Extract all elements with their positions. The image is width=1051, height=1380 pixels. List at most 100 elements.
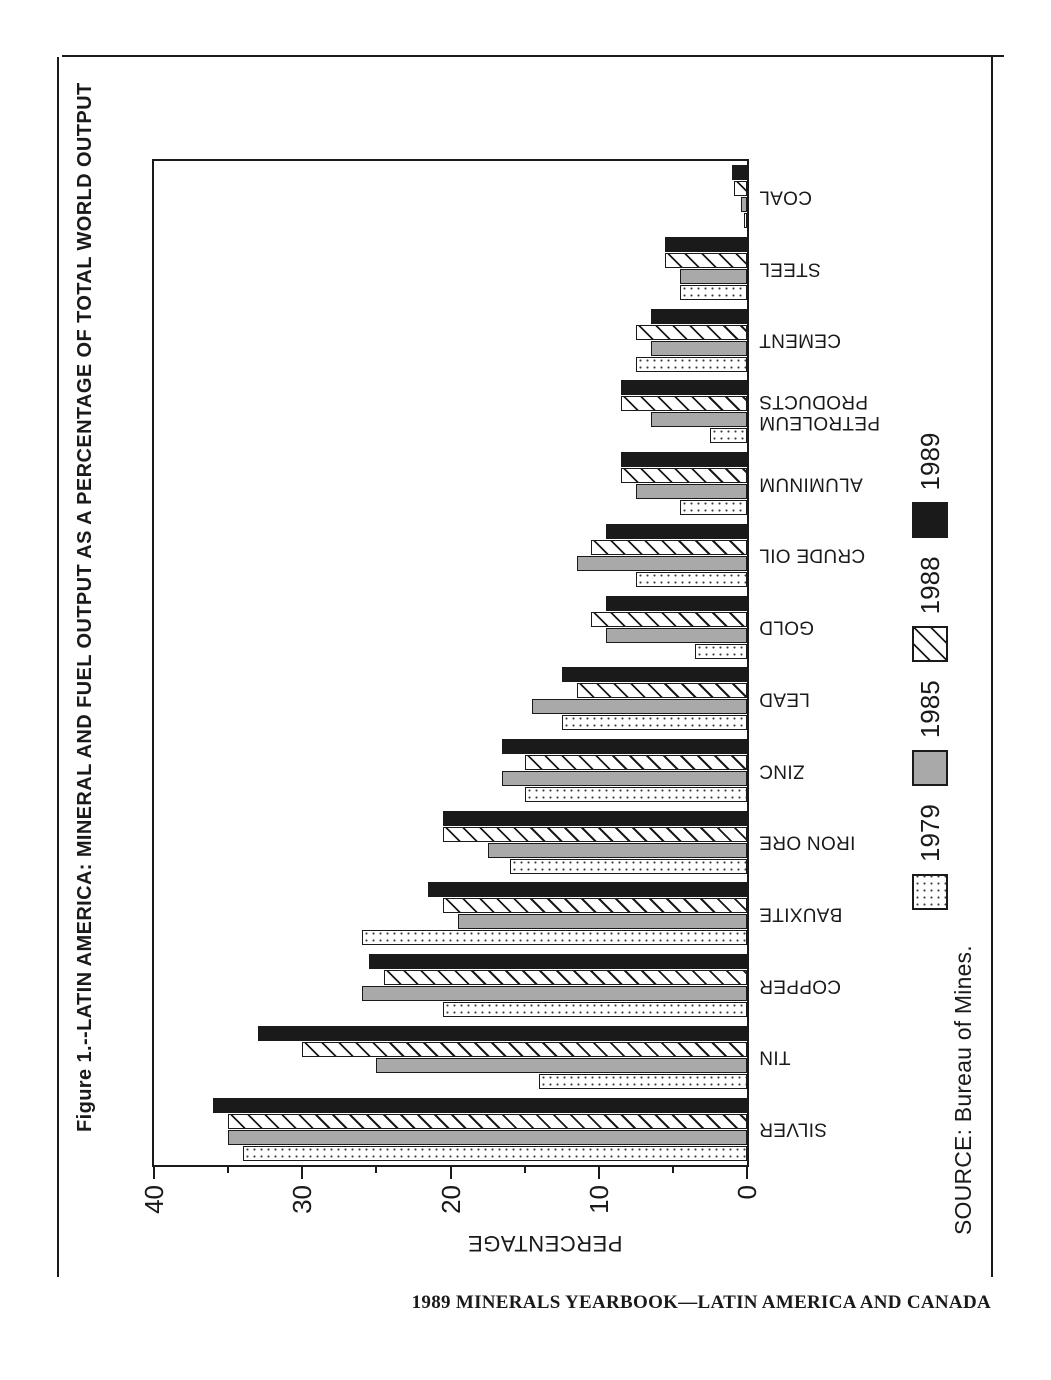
y-axis-tick-label: 0 <box>732 1185 762 1200</box>
legend-item-1988: 1988 <box>912 556 948 663</box>
category-label-text: TIN <box>759 1046 791 1068</box>
bar-1989 <box>665 237 747 253</box>
y-axis-minor-tick <box>523 1165 526 1173</box>
bar-1979 <box>744 213 747 229</box>
category-label-text: COPPER <box>759 975 842 997</box>
figure-title: Figure 1.--LATIN AMERICA: MINERAL AND FU… <box>74 82 96 1132</box>
legend: 1979 1985 1988 1989 <box>912 433 948 910</box>
bar-1985 <box>487 842 747 858</box>
y-axis-major-tick <box>746 1165 748 1179</box>
y-axis-major-tick <box>301 1165 304 1179</box>
bar-1985 <box>576 555 747 571</box>
legend-swatch-gray-icon <box>912 750 948 787</box>
bar-1985 <box>650 412 747 428</box>
category-label-text: BAUXITE <box>759 903 843 925</box>
bar-1989 <box>621 380 747 396</box>
bar-1979 <box>709 428 747 444</box>
legend-label: 1988 <box>914 556 945 615</box>
bar-1989 <box>732 165 747 181</box>
bar-1979 <box>509 858 747 874</box>
bar-1979 <box>695 643 747 659</box>
plot-area: SILVER TIN COPPER BAUXITE IRON ORE ZINC LEAD GO… <box>139 159 880 1214</box>
figure-border-top <box>62 55 1004 57</box>
bar-1979 <box>242 1145 747 1161</box>
category-label-text: CRUDE OIL <box>759 544 866 566</box>
bar-1988 <box>591 539 747 555</box>
bar-1989 <box>368 954 747 970</box>
bar-1979 <box>635 356 747 372</box>
y-axis-label-text: PERCENTAGE <box>467 1231 623 1256</box>
bar-1988 <box>524 755 747 771</box>
category-label-text: ALUMINUM <box>759 473 863 495</box>
bar-1985 <box>376 1057 747 1073</box>
y-axis-tick-label: 30 <box>287 1185 318 1214</box>
bar-1985 <box>606 627 747 643</box>
y-axis-minor-tick <box>375 1165 378 1173</box>
legend-swatch-dotted-icon <box>912 874 948 910</box>
category-label-text: STEEL <box>759 258 821 280</box>
bar-group <box>154 1093 747 1165</box>
bar-1985 <box>741 197 747 213</box>
bar-1989 <box>443 810 747 826</box>
bar-group <box>154 161 747 233</box>
bar-1985 <box>502 771 747 787</box>
legend-swatch-black-icon <box>912 502 948 539</box>
bar-group <box>154 591 747 663</box>
bar-1989 <box>502 739 747 755</box>
bar-1979 <box>524 787 747 803</box>
bar-group <box>154 1022 747 1094</box>
category-label-text: PETROLEUM PRODUCTS <box>759 391 880 433</box>
y-axis-minor-tick <box>227 1165 230 1173</box>
bar-1985 <box>228 1129 747 1145</box>
category-label-text: CEMENT <box>759 329 842 351</box>
bar-1979 <box>443 1002 747 1018</box>
legend-swatch-hatched-icon <box>912 626 948 663</box>
bar-group <box>154 376 747 448</box>
category-label-text: GOLD <box>759 616 815 638</box>
bar-1979 <box>561 715 747 731</box>
y-axis-tick-label: 10 <box>583 1185 614 1214</box>
page-footer: 1989 MINERALS YEARBOOK—LATIN AMERICA AND… <box>411 1292 991 1313</box>
bar-group <box>154 806 747 878</box>
bar-group <box>154 520 747 592</box>
category-label-text: ZINC <box>759 760 805 782</box>
bar-1988 <box>443 826 747 842</box>
bar-1988 <box>443 898 747 914</box>
bar-1988 <box>621 468 747 484</box>
bar-1989 <box>621 452 747 468</box>
bar-1985 <box>532 699 747 715</box>
y-axis-tick-label: 20 <box>435 1185 466 1214</box>
bar-1979 <box>539 1073 747 1089</box>
category-label-text: IRON ORE <box>759 831 856 853</box>
bar-1988 <box>228 1113 747 1129</box>
bar-group <box>154 735 747 807</box>
category-label-text: LEAD <box>759 688 810 710</box>
y-axis-minor-tick <box>671 1165 674 1173</box>
bar-group <box>154 304 747 376</box>
bar-group <box>154 663 747 735</box>
bar-1988 <box>665 253 747 269</box>
bar-1989 <box>606 595 747 611</box>
bar-1979 <box>680 500 747 516</box>
bar-1979 <box>680 285 747 301</box>
figure-border-left <box>57 57 59 1277</box>
bar-1985 <box>361 986 747 1002</box>
bar-1989 <box>650 308 747 324</box>
bar-1979 <box>361 930 747 946</box>
category-label-text: COAL <box>759 186 812 208</box>
legend-item-1979: 1979 <box>912 804 948 910</box>
bar-1989 <box>257 1025 747 1041</box>
bar-group <box>154 878 747 950</box>
bar-1985 <box>457 914 747 930</box>
legend-label: 1989 <box>914 432 945 491</box>
y-axis-major-tick <box>153 1165 155 1179</box>
bar-1989 <box>428 882 747 898</box>
bar-1988 <box>635 324 747 340</box>
bar-1988 <box>591 611 747 627</box>
bar-1988 <box>576 683 747 699</box>
bar-group <box>154 448 747 520</box>
bar-1988 <box>302 1041 747 1057</box>
y-axis-tick-label: 40 <box>139 1185 169 1214</box>
